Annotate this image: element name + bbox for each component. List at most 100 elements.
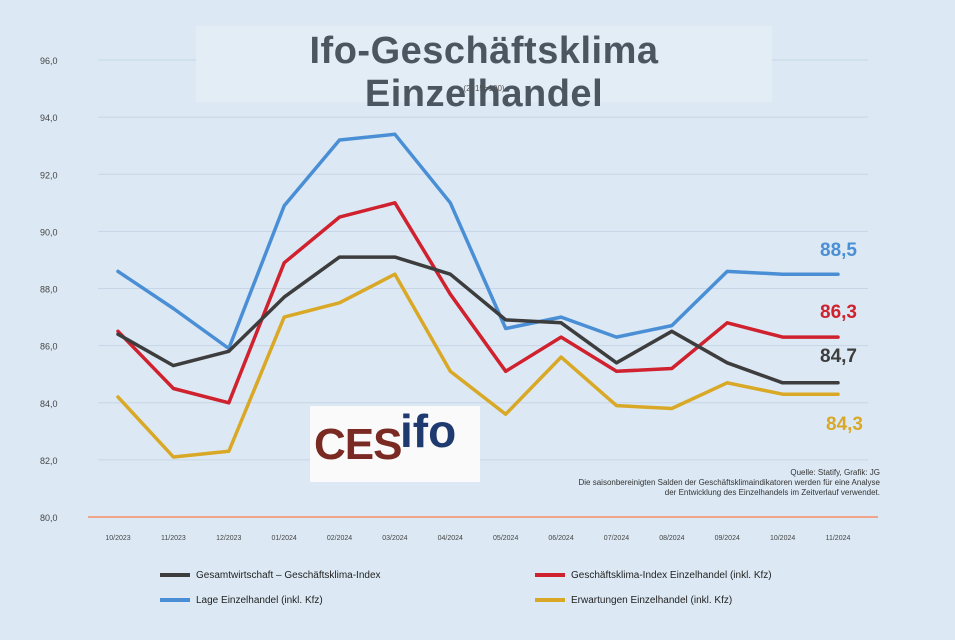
legend-label: Lage Einzelhandel (inkl. Kfz) (196, 595, 323, 606)
data-point (282, 295, 286, 299)
data-point (836, 392, 840, 396)
data-point (836, 335, 840, 339)
legend-item-erwartungen: Erwartungen Einzelhandel (inkl. Kfz) (535, 595, 732, 606)
legend-label: Erwartungen Einzelhandel (inkl. Kfz) (571, 595, 733, 606)
data-point (504, 369, 508, 373)
data-point (614, 335, 618, 339)
legend-swatch (535, 598, 565, 603)
chart-title: Ifo-Geschäftsklima Einzelhandel (309, 30, 659, 115)
y-tick-label: 96,0 (40, 56, 58, 66)
data-point (504, 318, 508, 322)
x-tick-label: 10/2024 (770, 535, 795, 542)
legend-item-gesamt: Gesamtwirtschaft – Geschäftsklima-Index (160, 570, 381, 581)
data-point (559, 335, 563, 339)
series-line (116, 132, 840, 351)
data-point (504, 326, 508, 330)
data-point (614, 404, 618, 408)
x-tick-label: 10/2023 (105, 535, 130, 542)
data-point (725, 269, 729, 273)
cesifo-logo: CES ifo (310, 400, 480, 500)
data-point (836, 272, 840, 276)
legend-swatch (535, 573, 565, 578)
data-point (448, 292, 452, 296)
data-point (282, 204, 286, 208)
source-line: der Entwicklung des Einzelhandels im Zei… (664, 488, 880, 497)
logo-background (310, 406, 480, 482)
legend-swatch (160, 598, 190, 603)
data-point (393, 132, 397, 136)
logo-ces: CES (314, 420, 402, 469)
series-line (116, 255, 840, 385)
data-point (670, 366, 674, 370)
data-point (448, 369, 452, 373)
legend-label: Geschäftsklima-Index Einzelhandel (inkl.… (571, 570, 772, 581)
data-point (116, 329, 120, 333)
y-tick-label: 82,0 (40, 456, 58, 466)
data-point (614, 369, 618, 373)
data-point (781, 272, 785, 276)
x-tick-label: 06/2024 (548, 535, 573, 542)
end-value-label: 84,3 (826, 414, 863, 435)
legend-label: Gesamtwirtschaft – Geschäftsklima-Index (196, 570, 381, 581)
x-tick-label: 01/2024 (271, 535, 296, 542)
y-tick-label: 86,0 (40, 342, 58, 352)
x-tick-label: 03/2024 (382, 535, 407, 542)
source-line: Quelle: Statify, Grafik: JG (790, 468, 880, 477)
data-point (448, 201, 452, 205)
data-point (171, 455, 175, 459)
data-point (725, 381, 729, 385)
y-tick-label: 88,0 (40, 285, 58, 295)
data-point (725, 361, 729, 365)
logo-ifo: ifo (400, 405, 457, 457)
data-point (781, 381, 785, 385)
source-note: Quelle: Statify, Grafik: JG Die saisonbe… (520, 468, 880, 498)
y-tick-label: 90,0 (40, 227, 58, 237)
x-tick-label: 05/2024 (493, 535, 518, 542)
data-point (338, 301, 342, 305)
end-value-label: 86,3 (820, 302, 857, 323)
data-point (338, 215, 342, 219)
data-point (227, 401, 231, 405)
data-point (725, 321, 729, 325)
data-point (448, 272, 452, 276)
x-tick-label: 08/2024 (659, 535, 684, 542)
x-tick-label: 12/2023 (216, 535, 241, 542)
series-line (116, 272, 840, 459)
data-point (559, 315, 563, 319)
x-tick-label: 11/2024 (826, 535, 851, 542)
x-tick-label: 04/2024 (438, 535, 463, 542)
x-tick-label: 09/2024 (715, 535, 740, 542)
data-point (670, 324, 674, 328)
data-point (338, 138, 342, 142)
x-tick-label: 11/2023 (161, 535, 186, 542)
title-box (196, 26, 772, 102)
data-point (836, 381, 840, 385)
data-point (227, 449, 231, 453)
data-point (171, 364, 175, 368)
data-point (282, 315, 286, 319)
x-tick-label: 07/2024 (604, 535, 629, 542)
x-tick-label: 02/2024 (327, 535, 352, 542)
data-point (116, 332, 120, 336)
data-point (614, 361, 618, 365)
series-line (116, 201, 840, 405)
data-point (116, 395, 120, 399)
data-point (171, 386, 175, 390)
y-tick-label: 92,0 (40, 170, 58, 180)
data-point (282, 261, 286, 265)
data-point (559, 321, 563, 325)
y-tick-label: 84,0 (40, 399, 58, 409)
source-line: Die saisonbereinigten Salden der Geschäf… (578, 478, 880, 487)
legend-item-lage: Lage Einzelhandel (inkl. Kfz) (160, 595, 323, 606)
legend-item-klima: Geschäftsklima-Index Einzelhandel (inkl.… (535, 570, 772, 581)
data-point (393, 272, 397, 276)
data-point (781, 335, 785, 339)
data-point (227, 349, 231, 353)
end-value-label: 84,7 (820, 346, 857, 367)
chart-subtitle: (2015=100) (463, 84, 505, 93)
data-point (670, 329, 674, 333)
end-value-label: 88,5 (820, 240, 857, 261)
data-point (171, 306, 175, 310)
data-point (670, 406, 674, 410)
